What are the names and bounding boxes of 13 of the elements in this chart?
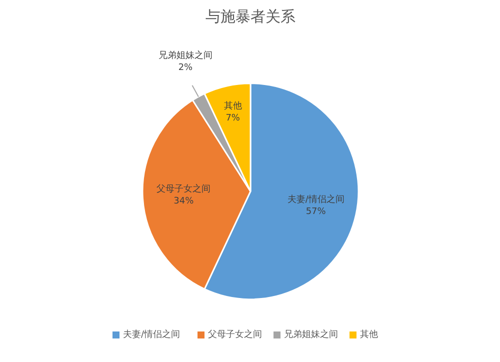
slice-label: 兄弟姐妹之间 [158, 50, 212, 62]
data-label: 34% [174, 196, 194, 207]
legend-label: 父母子女之间 [208, 328, 262, 340]
data-label: 2% [178, 63, 194, 74]
data-label: 57% [306, 206, 326, 217]
data-label: 7% [226, 113, 240, 124]
legend-label: 其他 [360, 328, 378, 340]
chart-title: 与施暴者关系 [206, 8, 296, 26]
slice-label: 夫妻/情侣之间 [287, 194, 344, 205]
legend-label: 夫妻/情侣之间 [123, 328, 180, 340]
legend-label: 兄弟姐妹之间 [284, 328, 338, 340]
slice-label: 父母子女之间 [156, 184, 211, 195]
slice-label: 其他 [224, 100, 242, 112]
